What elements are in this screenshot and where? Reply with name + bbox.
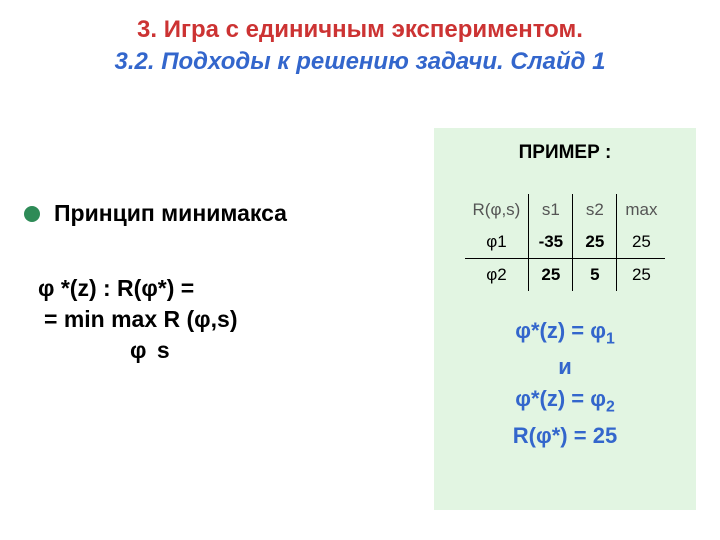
col-head-s2: s2 bbox=[573, 194, 617, 226]
bullet-dot bbox=[24, 206, 40, 222]
table-row: φ2 25 5 25 bbox=[465, 259, 666, 292]
table-header-row: R(φ,s) s1 s2 max bbox=[465, 194, 666, 226]
conclusion-line-4: R(φ*) = 25 bbox=[444, 420, 686, 452]
cell-phi1-max: 25 bbox=[617, 226, 666, 259]
cell-phi2-max: 25 bbox=[617, 259, 666, 292]
minimax-heading: Принцип минимакса bbox=[54, 200, 287, 227]
cell-phi1-s2: 25 bbox=[573, 226, 617, 259]
payoff-table: R(φ,s) s1 s2 max φ1 -35 25 25 φ2 25 5 25 bbox=[465, 194, 666, 291]
content-area: Принцип минимакса φ *(z) : R(φ*) = = min… bbox=[0, 140, 720, 540]
table-row: φ1 -35 25 25 bbox=[465, 226, 666, 259]
example-panel: ПРИМЕР : R(φ,s) s1 s2 max φ1 -35 25 25 φ… bbox=[434, 128, 696, 510]
formula-line-3: φ s bbox=[38, 335, 384, 366]
example-title: ПРИМЕР : bbox=[444, 142, 686, 164]
col-head-r: R(φ,s) bbox=[465, 194, 529, 226]
conclusion-block: φ*(z) = φ1 и φ*(z) = φ2 R(φ*) = 25 bbox=[444, 315, 686, 452]
title-line-1: 3. Игра с единичным экспериментом. bbox=[0, 14, 720, 46]
conc-l3-sub: 2 bbox=[606, 399, 615, 416]
conclusion-line-2: и bbox=[444, 351, 686, 383]
title-line-2: 3.2. Подходы к решению задачи. Слайд 1 bbox=[0, 46, 720, 78]
bullet-row: Принцип минимакса bbox=[24, 200, 384, 227]
formula-block: φ *(z) : R(φ*) = = min max R (φ,s) φ s bbox=[24, 273, 384, 366]
conclusion-line-3: φ*(z) = φ2 bbox=[444, 383, 686, 419]
col-head-max: max bbox=[617, 194, 666, 226]
cell-phi2-s1: 25 bbox=[529, 259, 573, 292]
slide-title: 3. Игра с единичным экспериментом. 3.2. … bbox=[0, 0, 720, 79]
conc-l1-sub: 1 bbox=[606, 330, 615, 347]
col-head-s1: s1 bbox=[529, 194, 573, 226]
cell-phi1-s1: -35 bbox=[529, 226, 573, 259]
formula-line-1: φ *(z) : R(φ*) = bbox=[38, 273, 384, 304]
conclusion-line-1: φ*(z) = φ1 bbox=[444, 315, 686, 351]
left-column: Принцип минимакса φ *(z) : R(φ*) = = min… bbox=[24, 200, 384, 366]
row-label-phi2: φ2 bbox=[465, 259, 529, 292]
cell-phi2-s2: 5 bbox=[573, 259, 617, 292]
conc-l3-text: φ*(z) = φ bbox=[515, 386, 606, 411]
conc-l1-text: φ*(z) = φ bbox=[515, 318, 606, 343]
formula-line-2: = min max R (φ,s) bbox=[38, 304, 384, 335]
row-label-phi1: φ1 bbox=[465, 226, 529, 259]
